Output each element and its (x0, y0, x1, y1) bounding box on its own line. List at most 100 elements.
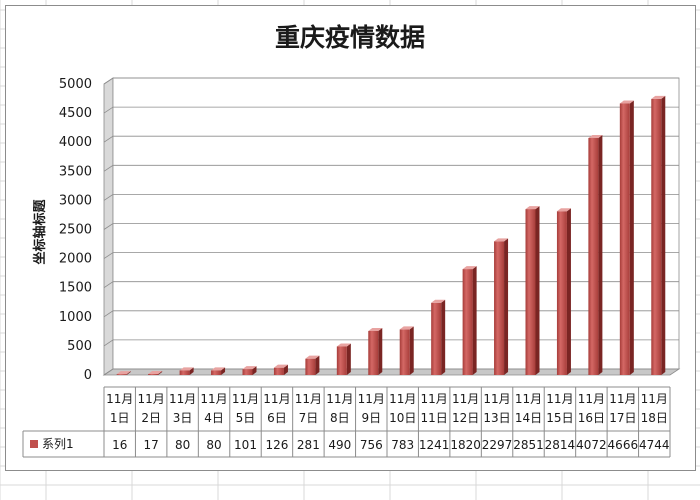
bar-top (336, 343, 351, 347)
y-tick-label: 3500 (59, 164, 92, 179)
bar-top (242, 366, 257, 370)
bar-side (252, 366, 257, 375)
gridline (103, 281, 679, 289)
bar-top (651, 95, 666, 99)
bar (494, 238, 509, 375)
bar (305, 355, 320, 375)
bar-front (399, 329, 410, 375)
x-category-label: 11月 (483, 392, 510, 406)
x-category-label: 11月 (358, 392, 385, 406)
bar (148, 371, 163, 375)
x-category-label: 15日 (546, 411, 573, 425)
x-category-label: 11日 (421, 411, 448, 425)
bar-front (148, 374, 159, 375)
bar (211, 367, 226, 375)
bar-side (126, 371, 131, 375)
x-category-label: 11月 (452, 392, 479, 406)
gridline (103, 135, 679, 143)
data-label: 101 (234, 438, 257, 452)
bar-top (462, 266, 477, 270)
bar (619, 100, 634, 376)
x-category-label: 11月 (546, 392, 573, 406)
data-label: 490 (328, 438, 351, 452)
bar (116, 371, 131, 375)
bar (556, 208, 571, 375)
bar-side (441, 299, 446, 375)
bar-top (525, 206, 540, 210)
bar-side (409, 326, 414, 375)
bar-top (179, 367, 194, 371)
bar-front (116, 374, 127, 375)
data-label: 126 (265, 438, 288, 452)
x-category-label: 11月 (609, 392, 636, 406)
data-table: 11月 1日 16 11月 2日 17 11月 3日 80 11月 4日 80 11月 5日 101 11月 6… (22, 386, 671, 458)
gridline (103, 252, 679, 259)
bar (651, 95, 666, 375)
x-category-label: 11月 (295, 392, 322, 406)
x-category-label: 11月 (138, 392, 165, 406)
data-label: 2851 (513, 438, 544, 452)
bar (399, 326, 414, 375)
gridline (103, 106, 679, 114)
bar-top (211, 367, 226, 371)
data-label: 1820 (450, 438, 481, 452)
y-tick-label: 5000 (59, 77, 92, 92)
bar-top (116, 371, 131, 375)
x-category-label: 12日 (452, 411, 479, 425)
data-label: 17 (144, 438, 159, 452)
gridline (103, 339, 679, 347)
bar-front (651, 98, 662, 375)
y-tick-label: 0 (84, 368, 92, 383)
x-category-label: 3日 (173, 411, 193, 425)
gridline (103, 193, 679, 201)
bar-side (661, 95, 666, 375)
legend-swatch (30, 440, 38, 448)
gridline (103, 223, 679, 230)
data-label: 4666 (608, 438, 639, 452)
bar-side (346, 343, 351, 375)
bar-front (525, 209, 536, 375)
bar-side (189, 367, 194, 375)
x-category-label: 7日 (299, 411, 319, 425)
bar-side (566, 208, 571, 375)
bar-front (619, 103, 630, 376)
bar-side (158, 371, 163, 375)
gridline (103, 368, 679, 376)
x-category-label: 4日 (204, 411, 224, 425)
bar-top (619, 100, 634, 104)
bar (588, 135, 603, 375)
x-category-label: 2日 (141, 411, 161, 425)
gridlines (103, 77, 679, 376)
bar-front (179, 370, 190, 375)
bar-top (305, 355, 320, 359)
x-category-label: 11月 (200, 392, 227, 406)
data-label: 281 (297, 438, 320, 452)
x-category-label: 16日 (578, 411, 605, 425)
data-label: 2297 (482, 438, 513, 452)
bar-front (242, 369, 253, 375)
bar-front (431, 302, 442, 375)
bar (525, 206, 540, 375)
bar-front (211, 370, 222, 375)
bar-front (273, 367, 284, 375)
x-category-label: 11月 (578, 392, 605, 406)
x-category-label: 6日 (267, 411, 287, 425)
bar-front (336, 346, 347, 375)
x-category-label: 8日 (330, 411, 350, 425)
bar-side (504, 238, 509, 375)
chart-title: 重庆疫情数据 (275, 23, 425, 52)
y-tick-label: 4000 (59, 135, 92, 150)
x-category-label: 5日 (236, 411, 256, 425)
x-category-label: 11月 (421, 392, 448, 406)
bar-side (315, 355, 320, 375)
bar-front (588, 138, 599, 375)
bar-side (598, 135, 603, 375)
x-category-label: 14日 (515, 411, 542, 425)
y-tick-label: 2500 (59, 223, 92, 238)
bar (179, 367, 194, 375)
data-label: 2814 (545, 438, 576, 452)
y-tick-label: 1500 (59, 281, 92, 296)
bar-top (368, 328, 383, 332)
x-category-label: 11月 (389, 392, 416, 406)
x-category-label: 9日 (361, 411, 381, 425)
